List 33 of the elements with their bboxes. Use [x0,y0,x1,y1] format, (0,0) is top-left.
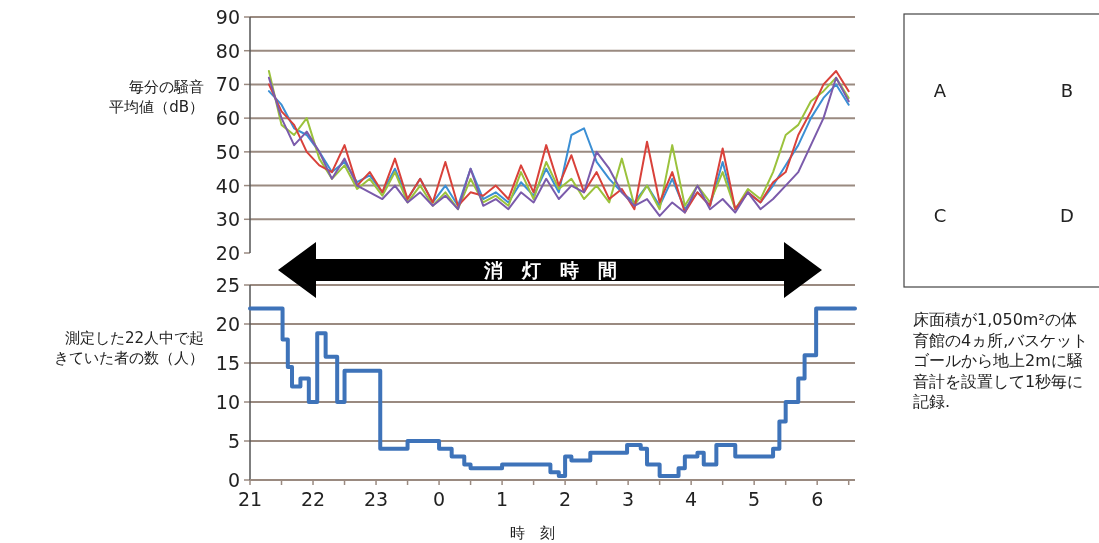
text: D [1060,205,1074,226]
y-tick-label: 80 [215,39,240,62]
x-tick-label: 5 [748,488,761,510]
y-tick-label: 40 [215,174,240,197]
text: B [1060,80,1074,101]
y-tick-label: 20 [215,313,240,335]
y-axis-title: 毎分の騒音平均値（dB） [109,78,204,116]
y-tick-label: 30 [215,208,240,231]
y-tick-label: 70 [215,73,240,96]
text: C [933,205,947,226]
y-axis-title: 測定した22人中で起きていた者の数（人） [54,329,204,367]
y-tick-label: 10 [215,391,240,413]
x-tick-label: 3 [622,488,635,510]
y-tick-label: 90 [215,6,240,28]
x-tick-label: 21 [237,488,263,510]
y-tick-label: 20 [215,242,240,264]
y-tick-label: 60 [215,107,240,130]
x-tick-label: 1 [496,488,509,510]
x-tick-label: 2 [559,488,572,510]
text: 床面積が1,050m²の体育館の4ヵ所,バスケットゴールから地上2mに騒音計を設置して1秒毎に記録. [913,310,1089,411]
text: 消 灯 時 間 [482,259,617,281]
y-tick-label: 5 [227,430,240,452]
y-tick-label: 15 [215,352,240,374]
x-tick-label: 23 [363,488,389,510]
x-axis-title: 時 刻 [510,524,555,542]
y-tick-label: 25 [215,274,240,296]
y-tick-label: 0 [227,469,240,491]
text: A [933,80,947,101]
x-tick-label: 0 [433,488,446,510]
y-tick-label: 50 [215,140,240,163]
x-tick-label: 22 [300,488,326,510]
x-tick-label: 4 [685,488,698,510]
x-tick-label: 6 [811,488,824,510]
